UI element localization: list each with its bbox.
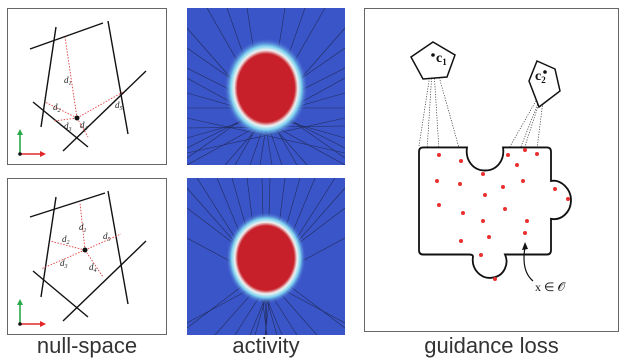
null-space-panel-top: d1 d2 d3 d4 d5 xyxy=(7,8,167,165)
distance-label-d1: d1 xyxy=(79,222,87,234)
pointer-arrow xyxy=(523,246,534,282)
activity-region xyxy=(224,38,308,138)
constraint-line xyxy=(62,70,147,152)
constraint-line xyxy=(32,101,89,148)
camera-2-icon xyxy=(528,59,561,109)
null-space-panel-bottom: d1 d2 d3 d4 d5 xyxy=(7,178,167,335)
camera-1-label: c1 xyxy=(436,51,447,67)
activity-panel-bottom xyxy=(187,178,345,335)
distance-line xyxy=(49,240,86,251)
constraint-line xyxy=(40,196,57,298)
caption-null-space: null-space xyxy=(36,333,138,358)
distance-label-d5: d5 xyxy=(115,100,123,112)
constraint-line xyxy=(32,270,89,318)
distance-label-d3: d3 xyxy=(60,258,68,270)
axes-icon xyxy=(17,299,46,327)
activity-heatmap-top xyxy=(187,8,345,165)
constraint-line xyxy=(29,192,106,218)
constraint-line xyxy=(107,20,129,135)
ray-lines xyxy=(187,178,345,335)
point-set-label: x ∈ 𝒪 xyxy=(535,280,566,294)
distance-line xyxy=(53,117,78,122)
distance-label-d2: d2 xyxy=(62,234,70,246)
sample-points xyxy=(435,148,570,281)
caption-activity: activity xyxy=(232,333,300,358)
activity-region xyxy=(226,212,306,304)
distance-line xyxy=(84,233,122,251)
camera-2-label: c2 xyxy=(535,69,546,85)
camera-1-icon xyxy=(410,41,456,80)
constraint-line xyxy=(107,190,129,305)
query-point xyxy=(82,247,88,253)
distance-line xyxy=(40,249,86,270)
object-shape xyxy=(418,146,572,279)
guidance-loss-diagram: c1 c2 x ∈ 𝒪 xyxy=(410,41,572,294)
activity-panel-top xyxy=(187,8,345,165)
distance-line xyxy=(76,117,89,138)
distance-label-d4: d4 xyxy=(80,120,88,132)
constraint-line xyxy=(62,240,147,322)
guidance-loss-panel: c1 c2 x ∈ 𝒪 xyxy=(364,8,619,332)
constraint-line xyxy=(29,22,104,50)
query-point xyxy=(74,115,80,121)
null-space-diagram-bottom: d1 d2 d3 d4 d5 xyxy=(17,190,147,327)
distance-label-d2: d2 xyxy=(53,102,61,114)
activity-heatmap-bottom xyxy=(187,178,345,335)
arrow-head-icon xyxy=(522,242,528,250)
distance-label-d5: d5 xyxy=(103,231,111,243)
axes-icon xyxy=(17,129,46,157)
distance-line xyxy=(79,202,86,251)
null-space-diagram-top: d1 d2 d3 d4 d5 xyxy=(17,20,147,157)
distance-label-d3: d3 xyxy=(64,121,72,133)
distance-label-d1: d1 xyxy=(64,75,72,87)
distance-label-d4: d4 xyxy=(89,262,97,274)
distance-line xyxy=(84,249,104,278)
caption-guidance-loss: guidance loss xyxy=(424,333,559,358)
